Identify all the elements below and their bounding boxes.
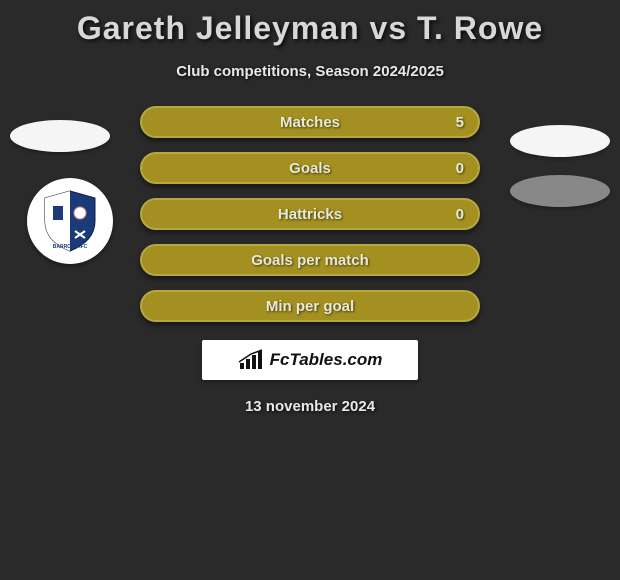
stats-container: Matches 5 Goals 0 Hattricks 0 Goals per … — [140, 106, 480, 322]
stat-value: 5 — [456, 114, 464, 131]
stat-label: Hattricks — [278, 206, 342, 223]
stat-label: Goals — [289, 160, 331, 177]
shield-icon: BARROW AFC — [35, 186, 105, 256]
date-text: 13 november 2024 — [0, 398, 620, 415]
chart-icon — [238, 349, 264, 371]
player-photo-left-placeholder — [10, 120, 110, 152]
player-photo-right-placeholder — [510, 125, 610, 157]
stat-label: Goals per match — [251, 252, 369, 269]
club-badge-left: BARROW AFC — [27, 178, 113, 264]
stat-bar-min-per-goal: Min per goal — [140, 290, 480, 322]
stat-value: 0 — [456, 160, 464, 177]
stat-bar-goals: Goals 0 — [140, 152, 480, 184]
stat-bar-goals-per-match: Goals per match — [140, 244, 480, 276]
stat-bar-matches: Matches 5 — [140, 106, 480, 138]
stat-label: Matches — [280, 114, 340, 131]
stat-bar-hattricks: Hattricks 0 — [140, 198, 480, 230]
stat-value: 0 — [456, 206, 464, 223]
club-logo-right-placeholder — [510, 175, 610, 207]
svg-text:BARROW AFC: BARROW AFC — [53, 244, 88, 250]
watermark-text: FcTables.com — [270, 350, 383, 370]
watermark: FcTables.com — [202, 340, 418, 380]
stat-label: Min per goal — [266, 298, 354, 315]
page-title: Gareth Jelleyman vs T. Rowe — [0, 0, 620, 47]
subtitle: Club competitions, Season 2024/2025 — [0, 63, 620, 80]
